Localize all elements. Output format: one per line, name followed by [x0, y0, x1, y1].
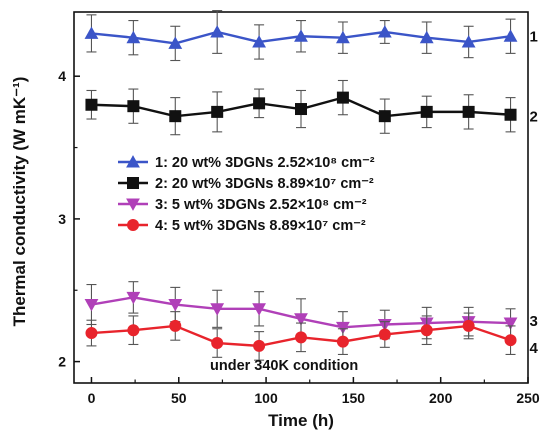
data-point [85, 98, 98, 111]
data-point [211, 105, 224, 118]
data-point [85, 327, 98, 340]
plot-frame [73, 11, 529, 384]
x-tick-label: 50 [171, 390, 187, 406]
data-point [336, 91, 349, 104]
data-point [127, 100, 140, 113]
data-point [168, 36, 183, 49]
series-end-label: 1 [530, 28, 538, 45]
legend-item-1: 1: 20 wt% 3DGNs 2.52×10⁸ cm⁻² [118, 155, 375, 171]
axis-ticks: 0 50 100 150 200 250 2 3 4 [58, 68, 540, 406]
data-point [295, 331, 307, 344]
x-tick-label: 250 [516, 390, 540, 406]
data-point [169, 319, 182, 332]
legend-item-2: 2: 20 wt% 3DGNs 8.89×10⁷ cm⁻² [118, 176, 374, 192]
data-point [462, 105, 475, 118]
series-end-label: 2 [530, 109, 538, 126]
data-point [253, 97, 266, 110]
y-tick-label: 4 [58, 68, 66, 84]
condition-annotation: under 340K condition [210, 358, 358, 374]
legend-label: 3: 5 wt% 3DGNs 2.52×10⁸ cm⁻² [155, 197, 367, 213]
legend-label: 4: 5 wt% 3DGNs 8.89×10⁷ cm⁻² [155, 218, 366, 234]
data-point [252, 35, 266, 48]
legend-marker [127, 219, 139, 231]
data-point [84, 298, 99, 312]
data-point [169, 110, 182, 123]
legend-marker [126, 155, 140, 168]
data-point [378, 110, 391, 123]
y-tick-label: 3 [58, 211, 66, 227]
data-point [211, 337, 224, 350]
series-end-label: 4 [530, 340, 539, 357]
data-point [420, 105, 433, 118]
data-point [504, 334, 517, 347]
data-point [253, 339, 266, 352]
data-point [336, 335, 349, 348]
data-point [126, 30, 141, 44]
legend-label: 1: 20 wt% 3DGNs 2.52×10⁸ cm⁻² [155, 155, 375, 171]
data-point [126, 291, 141, 305]
legend-marker [126, 198, 140, 211]
series-4: 4 [85, 311, 539, 361]
data-point [210, 303, 225, 316]
y-axis-title: Thermal conductivity (W mK⁻¹) [10, 77, 29, 327]
data-point [168, 298, 183, 312]
legend-item-4: 4: 5 wt% 3DGNs 8.89×10⁷ cm⁻² [118, 218, 366, 234]
data-point [503, 317, 518, 330]
data-point [504, 108, 517, 121]
series-1: 1 [84, 10, 538, 62]
data-point [420, 324, 433, 337]
x-axis-title: Time (h) [268, 411, 334, 430]
data-point [462, 319, 475, 332]
data-point [503, 29, 518, 42]
x-tick-label: 100 [254, 390, 278, 406]
series-3: 3 [84, 281, 538, 344]
series-layer: 1 2 3 4 [84, 10, 539, 361]
x-tick-label: 200 [429, 390, 453, 406]
data-point [210, 25, 225, 38]
legend-label: 2: 20 wt% 3DGNs 8.89×10⁷ cm⁻² [155, 176, 374, 192]
series-end-label: 3 [530, 313, 538, 330]
data-point [461, 35, 476, 48]
data-point [294, 313, 308, 326]
data-point [295, 103, 307, 116]
data-point [336, 30, 350, 44]
data-point [377, 25, 392, 38]
x-tick-label: 0 [88, 390, 96, 406]
data-point [419, 30, 434, 44]
x-tick-label: 150 [342, 390, 366, 406]
data-point [127, 324, 140, 337]
data-point [378, 328, 391, 341]
legend-marker [127, 177, 139, 189]
data-point [336, 321, 350, 335]
legend: 1: 20 wt% 3DGNs 2.52×10⁸ cm⁻² 2: 20 wt% 3… [118, 155, 375, 234]
y-tick-label: 2 [58, 354, 66, 370]
legend-item-3: 3: 5 wt% 3DGNs 2.52×10⁸ cm⁻² [118, 197, 367, 213]
data-point [294, 29, 308, 42]
data-point [84, 26, 99, 39]
data-point [252, 303, 266, 316]
series-2: 2 [85, 79, 538, 136]
